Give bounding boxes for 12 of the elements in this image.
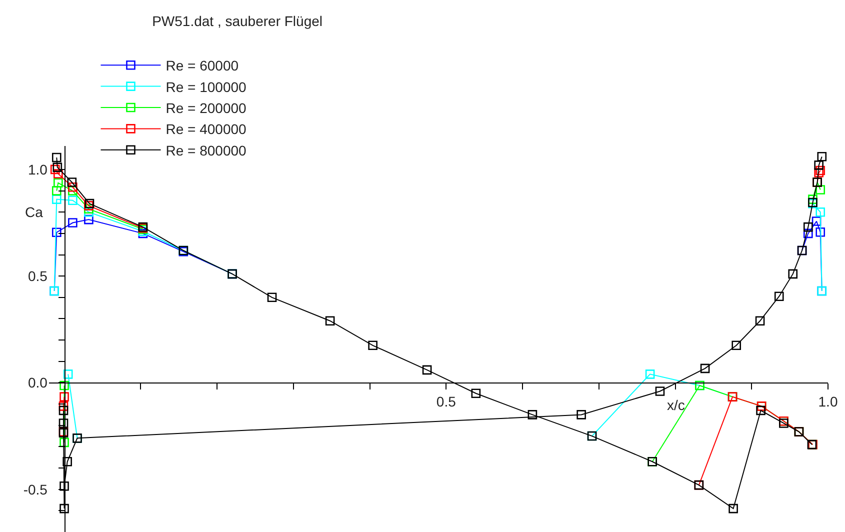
legend-label: Re = 60000 xyxy=(166,58,239,74)
y-tick-label: 1.0 xyxy=(28,161,48,178)
y-axis-title: Ca xyxy=(25,204,44,220)
x-axis-title: x/c xyxy=(667,397,685,413)
y-tick-label: 0.5 xyxy=(28,268,48,284)
y-tick-label: 0.0 xyxy=(28,374,48,391)
legend-label: Re = 800000 xyxy=(166,142,247,158)
legend-label: Re = 400000 xyxy=(166,121,247,138)
legend-label: Re = 100000 xyxy=(166,78,247,95)
chart-title: PW51.dat , sauberer Flügel xyxy=(152,12,323,29)
y-tick-label: -0.5 xyxy=(23,481,48,498)
legend-label: Re = 200000 xyxy=(166,100,247,116)
